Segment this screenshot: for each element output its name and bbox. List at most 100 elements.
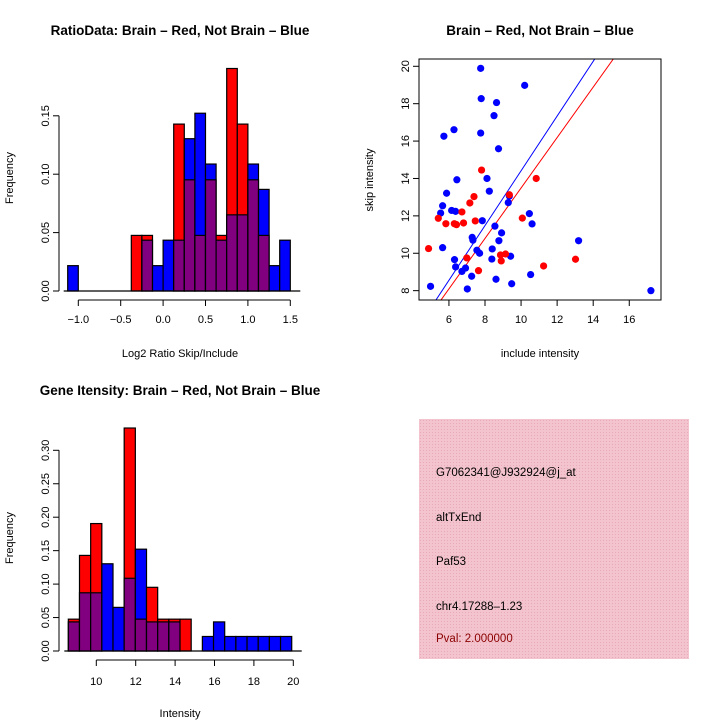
y-tick-label: 18 <box>400 98 412 110</box>
y-tick-label: 20 <box>400 60 412 72</box>
scatter-point-not-brain <box>442 189 451 197</box>
scatter-point-brain <box>571 255 580 263</box>
histogram-bar-not-brain <box>268 265 281 292</box>
scatter-point-not-brain <box>469 236 477 244</box>
x-tick-label: −0.5 <box>110 314 132 326</box>
y-tick-label: 10 <box>400 247 412 259</box>
y-tick-label: 14 <box>400 172 412 184</box>
scatter-point-not-brain <box>450 126 458 134</box>
scatter-point-not-brain <box>485 187 493 195</box>
ratio-histogram: −1.0 −0.5 0.0 0.5 1.0 1.5 0.00 0.05 0.10 0.15 <box>40 67 301 326</box>
histogram-bar-overlap <box>90 592 103 652</box>
histogram-bar-overlap <box>145 621 159 652</box>
histogram-bar-overlap <box>247 179 260 292</box>
scatter-point-not-brain <box>527 270 535 279</box>
y-tick-label: 0.10 <box>40 163 52 184</box>
ratio-y-label: Frequency <box>4 152 16 204</box>
scatter-point-not-brain <box>440 132 448 140</box>
y-tick-label: 0.15 <box>40 105 52 126</box>
histogram-bar-not-brain <box>112 606 125 652</box>
x-tick-label: 14 <box>587 314 599 326</box>
plot-box <box>418 58 662 301</box>
fit-line-blue <box>435 59 596 300</box>
x-tick-label: 0.0 <box>155 314 170 326</box>
x-tick-label: 0.5 <box>198 314 213 326</box>
scatter-y-label: skip intensity <box>364 148 376 211</box>
scatter-point-not-brain <box>504 198 512 207</box>
histogram-bar-overlap <box>123 577 136 652</box>
scatter-point-not-brain <box>477 64 485 72</box>
y-tick-label: 0.00 <box>40 280 52 301</box>
histogram-bar-not-brain <box>279 239 291 292</box>
y-tick-label: 0.05 <box>40 222 52 243</box>
x-tick-label: 6 <box>446 314 452 326</box>
scatter-point-not-brain <box>492 98 501 107</box>
scatter-point-brain <box>459 219 468 227</box>
scatter-point-not-brain <box>483 174 491 183</box>
info-pval: Pval: 2.000000 <box>436 633 513 645</box>
histogram-bar-not-brain <box>268 635 282 652</box>
x-tick-label: 12 <box>130 676 142 688</box>
histogram-bar-overlap <box>67 621 81 652</box>
scatter-plot: 6 8 10 12 14 16 8 10 12 14 16 18 20 <box>400 58 662 326</box>
intensity-chart-title: Gene Itensity: Brain – Red, Not Brain – … <box>40 383 321 398</box>
scatter-point-not-brain <box>468 272 476 280</box>
histogram-bar-not-brain <box>67 265 79 292</box>
histogram-bar-not-brain <box>279 635 293 652</box>
scatter-point-brain <box>518 214 526 222</box>
scatter-point-not-brain <box>477 129 485 137</box>
histogram-bar-brain <box>179 618 192 652</box>
y-tick-label: 0.05 <box>40 607 52 628</box>
ratio-chart-title: RatioData: Brain – Red, Not Brain – Blue <box>51 23 310 38</box>
y-tick-label: 0.30 <box>40 440 52 461</box>
y-tick-label: 0.00 <box>40 640 52 661</box>
x-tick-label: 16 <box>208 676 220 688</box>
ratio-x-label: Log2 Ratio Skip/Include <box>122 348 238 360</box>
y-tick-label: 8 <box>400 288 412 294</box>
histogram-bar-not-brain <box>257 635 270 652</box>
histogram-bar-not-brain <box>162 239 175 292</box>
histogram-bar-overlap <box>134 618 148 652</box>
scatter-point-brain <box>452 221 461 229</box>
histogram-bar-overlap <box>236 214 249 292</box>
scatter-point-not-brain <box>525 210 533 218</box>
histogram-bar-not-brain <box>201 635 215 652</box>
y-tick-label: 12 <box>400 210 412 222</box>
scatter-point-brain <box>434 214 442 222</box>
histogram-bar-overlap <box>141 239 154 292</box>
histogram-bar-overlap <box>183 179 196 292</box>
histogram-bar-not-brain <box>101 563 114 652</box>
histogram-bar-overlap <box>215 239 228 292</box>
scatter-point-brain <box>474 267 483 275</box>
histogram-bar-not-brain <box>224 635 237 652</box>
scatter-point-brain <box>470 193 478 201</box>
scatter-point-brain <box>466 199 474 207</box>
x-tick-label: 16 <box>623 314 635 326</box>
y-tick-label: 0.15 <box>40 540 52 561</box>
scatter-point-not-brain <box>452 207 460 215</box>
x-tick-label: 1.5 <box>283 314 298 326</box>
y-tick-label: 0.25 <box>40 473 52 494</box>
histogram-bar-not-brain <box>246 635 259 652</box>
scatter-point-not-brain <box>492 275 500 283</box>
x-tick-label: 12 <box>551 314 563 326</box>
scatter-point-not-brain <box>426 282 435 290</box>
scatter-chart-title: Brain – Red, Not Brain – Blue <box>446 23 634 38</box>
scatter-point-brain <box>477 166 486 174</box>
histogram-bar-not-brain <box>235 635 248 652</box>
histogram-bar-not-brain <box>151 265 164 292</box>
scatter-point-not-brain <box>463 285 471 293</box>
scatter-point-not-brain <box>528 220 536 228</box>
histogram-bar-overlap <box>173 239 185 292</box>
info-event-type: altTxEnd <box>436 512 481 524</box>
y-tick-label: 0.10 <box>40 573 52 594</box>
x-tick-label: 10 <box>515 314 527 326</box>
info-location: chr4.17288–1.23 <box>436 601 522 613</box>
x-tick-label: 14 <box>169 676 181 688</box>
histogram-bar-overlap <box>168 621 181 652</box>
scatter-point-not-brain <box>478 217 486 225</box>
scatter-point-not-brain <box>453 176 461 184</box>
x-tick-label: 20 <box>287 676 299 688</box>
scatter-point-not-brain <box>647 287 655 295</box>
